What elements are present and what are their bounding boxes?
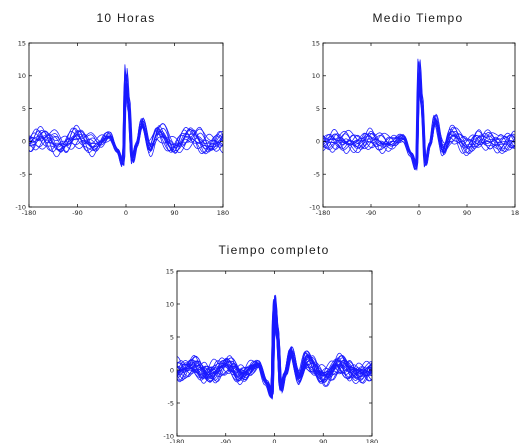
y-tick-label: 0 <box>316 138 320 146</box>
series-line-13 <box>29 64 223 167</box>
y-tick-label: -10 <box>163 432 174 440</box>
series-line-23 <box>177 306 372 396</box>
chart-2: Medio Tiempo -180 -90 0 90 18 -10 -5 0 5 10 15 <box>309 11 519 217</box>
series-line-24 <box>177 312 372 393</box>
series-line-22 <box>177 295 372 400</box>
x-tick-label: -180 <box>170 438 185 443</box>
x-tick-label: 0 <box>272 438 276 443</box>
x-tick-label: 90 <box>463 209 471 217</box>
x-tick-label: -180 <box>22 209 37 217</box>
x-tick-label: 0 <box>124 209 128 217</box>
y-tick-label: 10 <box>166 300 174 308</box>
traces <box>177 294 372 401</box>
x-tick-label: 90 <box>170 209 178 217</box>
chart-title: Medio Tiempo <box>373 11 464 25</box>
y-tick-label: 0 <box>22 138 26 146</box>
series-line-25 <box>177 308 372 395</box>
y-tick-label: 5 <box>170 333 174 341</box>
y-tick-label: 10 <box>18 72 26 80</box>
x-tick-label: -90 <box>72 209 83 217</box>
y-tick-label: 10 <box>312 72 320 80</box>
y-tick-label: -10 <box>309 203 320 211</box>
x-tick-label: 0 <box>417 209 421 217</box>
y-tick-label: 15 <box>312 39 320 47</box>
x-tick-label: -90 <box>366 209 377 217</box>
y-tick-label: -5 <box>314 171 320 179</box>
traces <box>29 64 223 167</box>
x-tick-label: 180 <box>366 438 378 443</box>
chart-title: 10 Horas <box>96 11 155 25</box>
chart-3: Tiempo completo -180 -90 0 90 180 -10 -5 0 5 10 15 <box>163 243 378 443</box>
chart-1: 10 Horas -180 -90 0 90 180 -10 -5 0 5 10 15 <box>15 11 229 217</box>
y-tick-label: 5 <box>22 105 26 113</box>
traces <box>323 58 515 172</box>
x-tick-label: 18 <box>511 209 519 217</box>
x-tick-label: -180 <box>316 209 331 217</box>
y-tick-label: -5 <box>20 171 26 179</box>
series-line-15 <box>323 59 515 172</box>
y-tick-label: 15 <box>18 39 26 47</box>
y-tick-label: 15 <box>166 267 174 275</box>
plot-frame <box>28 42 224 208</box>
series-line-5 <box>29 68 223 166</box>
y-tick-label: 0 <box>170 366 174 374</box>
x-tick-label: 180 <box>217 209 229 217</box>
x-tick-label: 90 <box>319 438 327 443</box>
series-line-13 <box>323 61 515 171</box>
series-line-15 <box>29 69 223 167</box>
series-line-14 <box>323 69 515 168</box>
chart-title: Tiempo completo <box>218 243 329 257</box>
y-tick-label: 5 <box>316 105 320 113</box>
y-tick-label: -10 <box>15 203 26 211</box>
y-tick-label: -5 <box>168 399 174 407</box>
x-tick-label: -90 <box>220 438 231 443</box>
